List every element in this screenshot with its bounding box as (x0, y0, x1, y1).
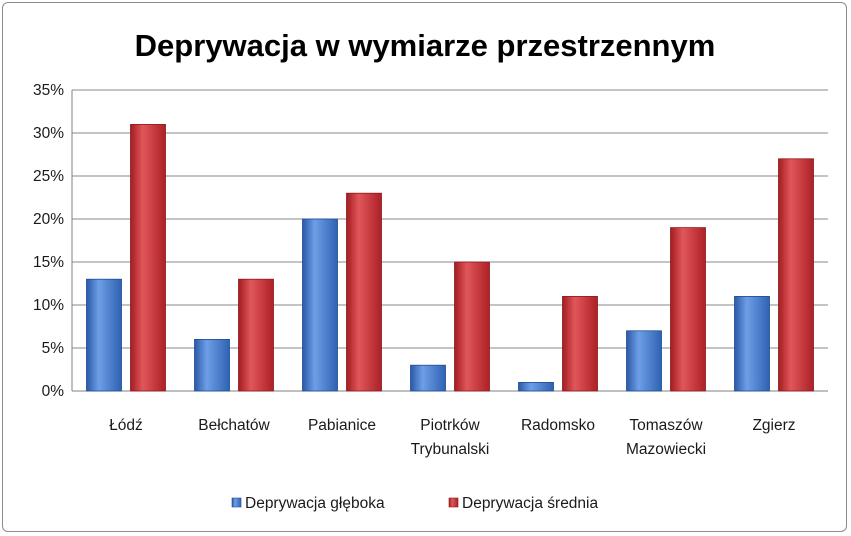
x-tick-label: Piotrków Trybunalski (411, 417, 490, 458)
bar-srednia (454, 261, 490, 392)
bar-srednia (778, 158, 814, 392)
x-tick-label: Bełchatów (198, 417, 270, 434)
x-tick-label: Pabianice (308, 417, 376, 434)
x-tick-label: Radomsko (521, 417, 595, 434)
legend: Deprywacja głęboka Deprywacja średnia (231, 495, 598, 512)
bar-srednia (130, 124, 166, 392)
y-tick-label: 30% (33, 125, 64, 142)
bar-gleboka (626, 330, 662, 392)
bar-srednia (670, 227, 706, 392)
bars (86, 124, 814, 392)
legend-label: Deprywacja głęboka (245, 495, 385, 512)
gridlines (71, 89, 828, 392)
y-tick-label: 35% (33, 82, 64, 99)
y-axis-ticks: 0% 5% 10% 15% 20% 25% 30% 35% (33, 82, 64, 400)
bar-gleboka (518, 381, 554, 392)
legend-swatch (448, 497, 459, 508)
y-tick-label: 25% (33, 168, 64, 185)
y-tick-label: 20% (33, 211, 64, 228)
chart-title: Deprywacja w wymiarze przestrzennym (135, 28, 716, 63)
legend-swatch (231, 497, 242, 508)
y-tick-label: 5% (42, 340, 65, 357)
bar-srednia (562, 295, 598, 392)
bar-gleboka (86, 278, 122, 392)
bar-gleboka (194, 338, 230, 392)
bar-gleboka (734, 295, 770, 392)
x-tick-label: Tomaszów Mazowiecki (626, 417, 706, 458)
bar-srednia (346, 192, 382, 392)
x-tick-label: Zgierz (752, 417, 795, 434)
bar-gleboka (302, 218, 338, 392)
bar-gleboka (410, 364, 446, 392)
y-tick-label: 0% (42, 383, 65, 400)
bar-srednia (238, 278, 274, 392)
y-tick-label: 15% (33, 254, 64, 271)
y-tick-label: 10% (33, 297, 64, 314)
x-axis-labels: Łódź Bełchatów Pabianice Piotrków Trybunalsk… (109, 417, 795, 458)
legend-label: Deprywacja średnia (462, 495, 598, 512)
x-tick-label: Łódź (109, 417, 143, 434)
